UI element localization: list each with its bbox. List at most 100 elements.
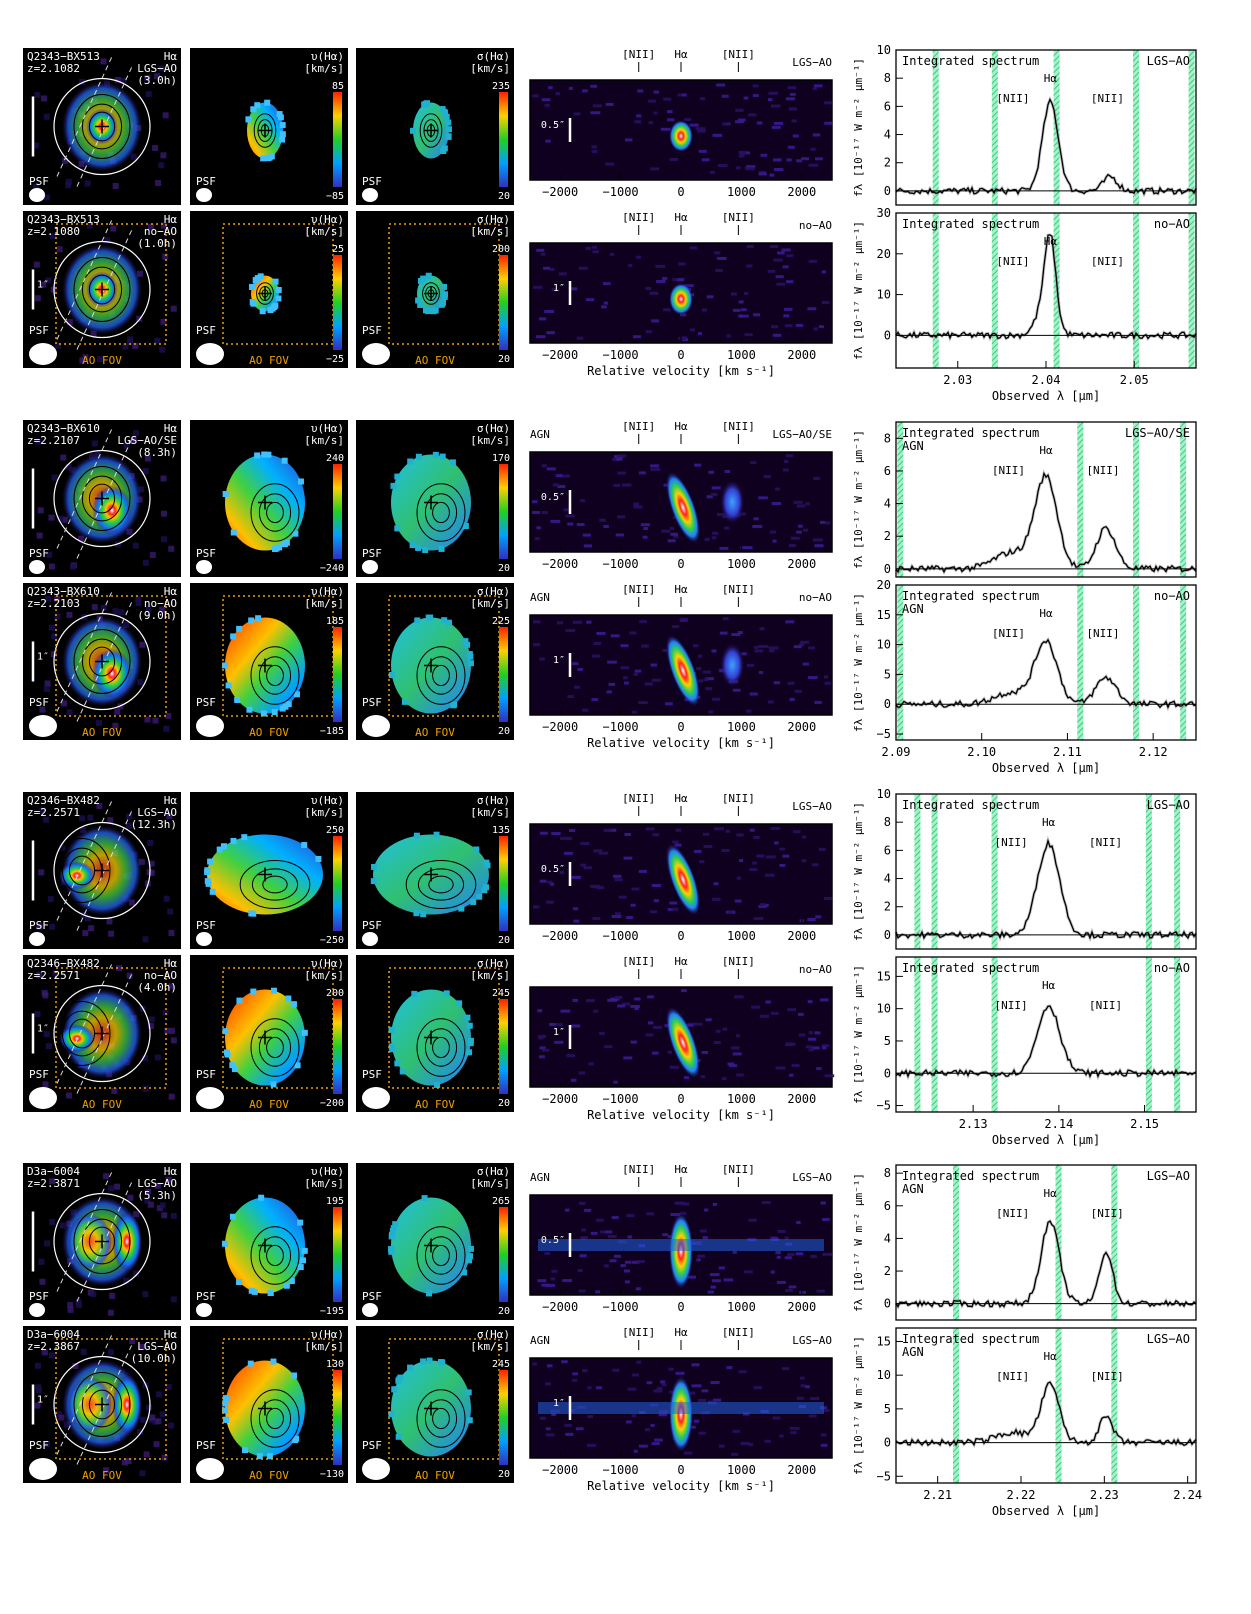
pv-noise <box>576 336 584 340</box>
pv-noise <box>708 470 715 474</box>
pv-diagram-panel: [NII] Hα [NII]AGN LGS−AO0.5″−2000 −1000 0 1000… <box>529 1163 833 1314</box>
noise-pixel <box>75 1298 82 1305</box>
colorbar <box>499 836 508 931</box>
psf-label: PSF <box>29 696 49 709</box>
line-label: Hα <box>164 957 178 970</box>
pv-noise <box>563 851 573 855</box>
pv-noise <box>796 159 803 163</box>
noise-pixel <box>44 1441 51 1448</box>
noise-pixel <box>120 77 127 84</box>
pv-noise <box>674 1201 684 1205</box>
scale-bar-label: 1″ <box>37 280 49 291</box>
map-pixel <box>281 541 288 548</box>
map-pixel <box>395 1377 402 1384</box>
pv-noise <box>550 1277 556 1281</box>
pv-noise <box>550 882 555 886</box>
pv-noise <box>667 1050 673 1054</box>
noise-pixel <box>91 440 98 447</box>
noise-pixel <box>154 337 161 344</box>
ao-fov-label: AO FOV <box>82 354 122 367</box>
pv-mode-label: no−AO <box>799 219 832 232</box>
pv-noise <box>772 333 782 337</box>
pv-noise <box>644 682 653 686</box>
contour-line <box>432 501 450 524</box>
pv-tick-label: 0 <box>677 557 684 571</box>
map-pixel <box>399 1068 406 1075</box>
pv-noise <box>668 1367 674 1371</box>
noise-pixel <box>132 342 139 349</box>
contour-line <box>250 1018 300 1077</box>
noise-pixel <box>137 679 144 686</box>
pv-noise <box>786 280 794 284</box>
noise-pixel <box>132 1270 139 1277</box>
figure-row: AO FOV1″Q2343−BX610z=2.2103Hαno−AO(9.0h)… <box>23 578 1197 775</box>
noise-pixel <box>90 330 97 337</box>
pv-noise <box>814 1031 821 1035</box>
pv-noise <box>575 1427 584 1431</box>
noise-pixel <box>129 1338 136 1345</box>
map-pixel <box>261 451 268 458</box>
pv-noise <box>746 264 753 268</box>
pv-noise <box>701 158 710 162</box>
pv-noise <box>697 654 703 658</box>
integrated-spectrum-label: Integrated spectrum <box>902 961 1039 975</box>
map-pixel <box>292 530 299 537</box>
contour-line <box>81 103 123 150</box>
map-pixel <box>288 1278 295 1285</box>
colorbar-min: 20 <box>498 935 510 946</box>
y-tick-label: 8 <box>884 1166 891 1180</box>
pv-noise <box>813 477 820 481</box>
pv-noise <box>620 666 630 670</box>
pv-noise <box>539 1046 546 1050</box>
map-pixel <box>297 1219 304 1226</box>
pv-line-marker-label: Hα <box>674 420 688 433</box>
map-pixel <box>248 283 255 290</box>
map-title: υ(Hα) <box>311 794 344 807</box>
noise-pixel <box>144 716 151 723</box>
map-pixel <box>449 459 456 466</box>
scale-bar-label: 1″ <box>37 1395 49 1406</box>
noise-pixel <box>152 1418 159 1425</box>
noise-pixel <box>160 475 167 482</box>
pv-noise <box>649 291 659 295</box>
y-tick-label: 10 <box>877 43 891 57</box>
ao-fov-box <box>55 967 167 1089</box>
pv-noise <box>796 504 806 508</box>
pv-noise <box>793 500 803 504</box>
psf-ellipse <box>362 1458 390 1480</box>
pv-tick-label: −2000 <box>542 1300 578 1314</box>
halpha-marker: Hα <box>1042 816 1056 829</box>
pv-noise <box>784 307 793 311</box>
pv-noise <box>654 1438 663 1442</box>
pv-noise <box>769 245 779 249</box>
noise-pixel <box>88 925 95 932</box>
y-tick-label: 4 <box>884 1231 891 1245</box>
map-pixel <box>389 1046 396 1053</box>
pv-noise <box>669 1065 680 1069</box>
map-pixel <box>439 106 446 113</box>
pv-noise <box>765 873 775 877</box>
sky-line-band <box>1133 585 1139 740</box>
pv-noise <box>773 121 784 125</box>
nii-marker: [NII] <box>1089 836 1122 849</box>
pv-noise <box>579 1254 587 1258</box>
contour-line <box>424 493 458 532</box>
sky-line-band <box>953 1328 959 1483</box>
pv-noise <box>768 646 779 650</box>
noise-pixel <box>65 182 72 189</box>
pv-noise <box>786 158 792 162</box>
exposure-time: (5.3h) <box>137 1189 177 1202</box>
noise-pixel <box>103 1173 110 1180</box>
pv-noise <box>716 513 726 517</box>
map-pixel <box>371 863 378 870</box>
noise-pixel <box>40 281 47 288</box>
map-title: σ(Hα) <box>477 50 510 63</box>
object-name: Q2346−BX482 <box>27 794 100 807</box>
pv-noise <box>572 620 583 624</box>
pv-noise <box>711 649 717 653</box>
psf-label: PSF <box>362 696 382 709</box>
pv-noise <box>799 1376 805 1380</box>
nii-marker: [NII] <box>1086 627 1119 640</box>
pv-noise <box>752 861 757 865</box>
